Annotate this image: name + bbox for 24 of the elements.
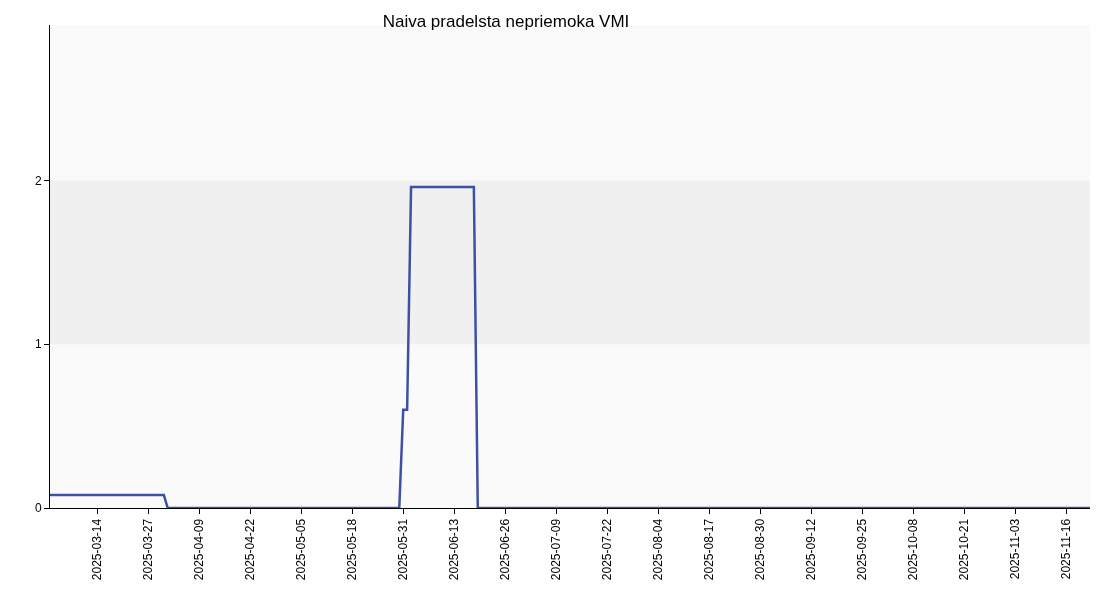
x-tick-label: 2025-10-21 xyxy=(957,518,972,581)
x-tick-label: 2025-03-27 xyxy=(141,518,156,581)
x-tick-label: 2025-06-13 xyxy=(447,518,462,581)
x-tick-label: 2025-07-09 xyxy=(549,518,564,581)
x-tick-label: 2025-05-31 xyxy=(396,518,411,581)
x-tick-label: 2025-07-22 xyxy=(600,518,615,581)
x-tick-label: 2025-04-22 xyxy=(243,518,258,581)
x-tick-label: 2025-11-16 xyxy=(1059,518,1074,580)
x-tick-label: 2025-08-04 xyxy=(651,518,666,581)
x-tick-label: 2025-09-25 xyxy=(855,518,870,581)
x-tick-label: 2025-10-08 xyxy=(906,518,921,581)
x-tick-label: 2025-05-18 xyxy=(345,518,360,581)
y-tick-label: 0 xyxy=(34,501,42,516)
y-tick-label: 1 xyxy=(34,337,42,352)
x-tick-label: 2025-04-09 xyxy=(192,518,207,581)
x-tick-label: 2025-06-26 xyxy=(498,518,513,581)
x-tick-label: 2025-11-03 xyxy=(1008,518,1023,580)
x-tick-label: 2025-05-05 xyxy=(294,518,309,581)
x-tick-label: 2025-08-30 xyxy=(753,518,768,581)
x-tick-label: 2025-09-12 xyxy=(804,518,819,581)
x-tick-label: 2025-08-17 xyxy=(702,518,717,581)
y-tick-label: 2 xyxy=(34,173,42,188)
chart-title: Naiva pradelsta nepriemoka VMI xyxy=(382,11,630,31)
x-tick-label: 2025-03-14 xyxy=(89,518,104,581)
